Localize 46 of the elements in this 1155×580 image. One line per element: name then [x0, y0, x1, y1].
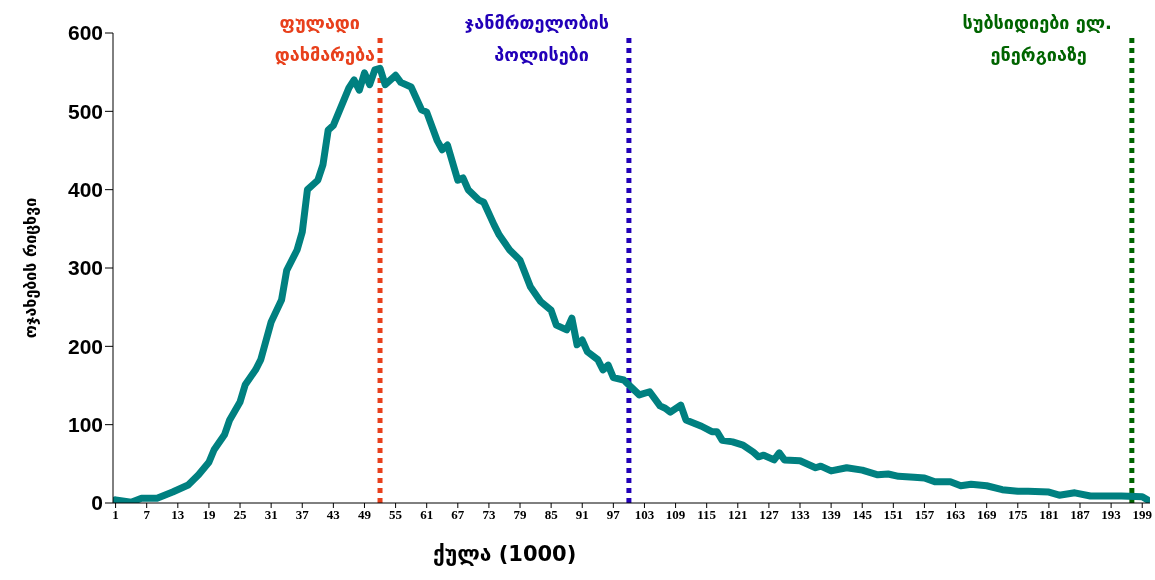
y-tick-label: 600 — [67, 21, 103, 45]
x-tick-label: 127 — [759, 507, 780, 523]
x-tick-label: 25 — [233, 507, 248, 523]
x-tick-label: 43 — [326, 507, 341, 523]
x-tick-label: 115 — [697, 507, 717, 523]
ref-line-label: სუბსიდიები ელ. ენერგიაზე — [962, 12, 1112, 65]
y-tick-label: 500 — [67, 99, 103, 123]
x-tick-label: 163 — [945, 507, 966, 523]
x-tick-label: 55 — [389, 507, 403, 523]
x-tick-label: 19 — [202, 507, 216, 523]
y-axis-title: ოჯახების რიცხვი — [20, 197, 40, 339]
x-tick-label: 151 — [883, 507, 904, 523]
y-tick-label: 0 — [91, 491, 103, 515]
y-tick-label: 400 — [67, 178, 103, 202]
x-tick-label: 7 — [143, 507, 151, 523]
x-tick-label: 79 — [513, 507, 528, 523]
x-tick-label: 199 — [1132, 507, 1153, 523]
x-tick-label: 97 — [606, 507, 621, 523]
x-tick-label: 103 — [634, 507, 655, 523]
x-tick-label: 49 — [357, 507, 372, 523]
y-tick-label: 200 — [67, 334, 103, 358]
y-tick-label: 100 — [67, 413, 103, 437]
x-axis-title: ქულა (1000) — [433, 542, 577, 566]
ref-line-label: ფულადი დახმარება — [274, 12, 376, 65]
x-tick-label: 73 — [482, 507, 496, 523]
x-tick-label: 61 — [420, 507, 434, 523]
x-tick-label: 169 — [976, 507, 997, 523]
x-tick-label: 121 — [728, 507, 748, 523]
x-tick-label: 109 — [665, 507, 686, 523]
x-tick-label: 31 — [264, 507, 278, 523]
x-tick-label: 91 — [575, 507, 589, 523]
x-tick-label: 181 — [1039, 507, 1059, 523]
y-tick-label: 300 — [67, 256, 103, 280]
x-tick-label: 37 — [295, 507, 310, 523]
x-tick-label: 67 — [451, 507, 465, 523]
ref-line-label: ჯანმრთელობის პოლისები — [464, 12, 609, 65]
x-tick-label: 1 — [112, 507, 119, 523]
x-tick-label: 85 — [544, 507, 559, 523]
x-tick-label: 13 — [171, 507, 185, 523]
x-tick-label: 193 — [1101, 507, 1122, 523]
x-tick-label: 139 — [821, 507, 842, 523]
x-tick-label: 145 — [852, 507, 873, 523]
x-tick-label: 175 — [1008, 507, 1029, 523]
x-tick-label: 133 — [790, 507, 811, 523]
x-tick-label: 157 — [914, 507, 935, 523]
x-tick-label: 187 — [1070, 507, 1091, 523]
